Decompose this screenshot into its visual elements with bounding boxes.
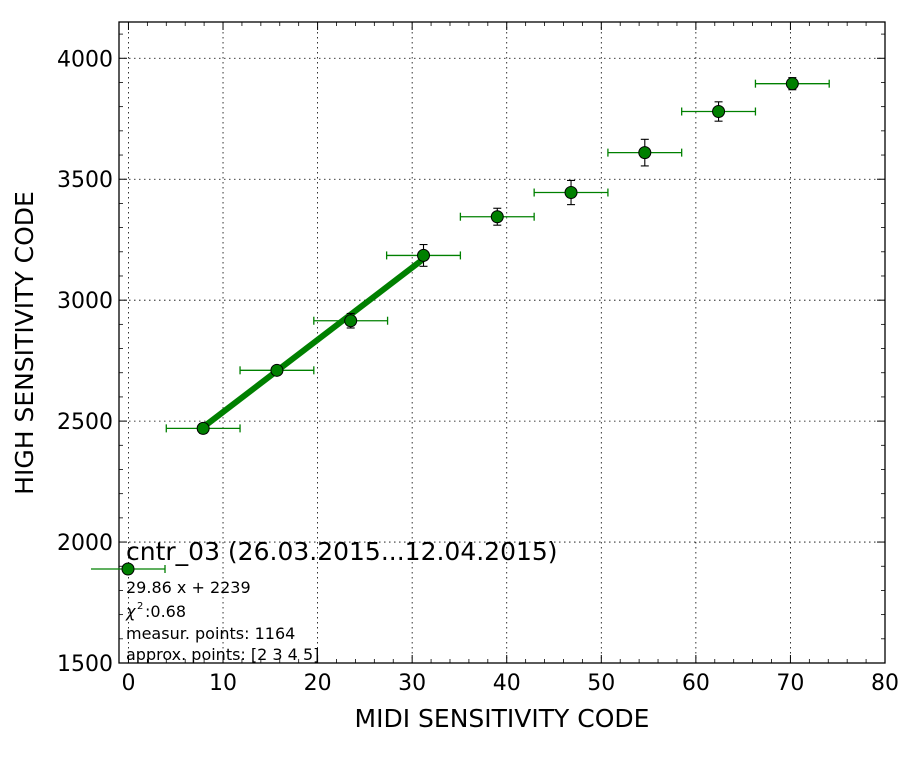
data-point: [344, 314, 358, 328]
y-axis-label: HIGH SENSITIVITY CODE: [10, 191, 39, 495]
y-tick-labels: 1500 2000 2500 3000 3500 4000: [57, 47, 113, 677]
y-tick-label: 3500: [57, 168, 113, 193]
y-tick-label: 1500: [57, 652, 113, 677]
fit-line: [201, 256, 426, 430]
data-point-group: [681, 101, 757, 122]
data-point: [785, 77, 799, 91]
data-point: [638, 146, 652, 160]
legend-approx-points: approx. points: [2 3 4 5]: [126, 645, 319, 664]
data-point-group: [754, 77, 830, 91]
data-point-group: [385, 243, 462, 267]
x-tick-labels: 0 10 20 30 40 50 60 70 80: [121, 671, 899, 696]
x-tick-label: 70: [776, 671, 804, 696]
data-point-group: [459, 207, 535, 226]
plot-background: [119, 22, 885, 663]
x-tick-label: 0: [121, 671, 135, 696]
data-point: [196, 421, 210, 435]
legend-chi-value: :0.68: [145, 602, 186, 621]
data-point-group: [165, 421, 241, 435]
y-tick-label: 2000: [57, 531, 113, 556]
data-point-group: [533, 179, 609, 206]
x-tick-label: 60: [682, 671, 710, 696]
x-tick-label: 30: [398, 671, 426, 696]
x-tick-label: 10: [209, 671, 237, 696]
data-point: [270, 363, 284, 377]
legend: cntr_03 (26.03.2015...12.04.2015) 29.86 …: [91, 537, 558, 664]
fit-layer: [201, 256, 426, 430]
x-tick-label: 20: [304, 671, 332, 696]
data-point: [490, 210, 504, 224]
x-tick-label: 80: [871, 671, 899, 696]
data-point-group: [607, 138, 683, 167]
x-axis-label: MIDI SENSITIVITY CODE: [355, 704, 650, 733]
minor-ticks: [119, 22, 886, 664]
x-tick-label: 40: [493, 671, 521, 696]
legend-marker: [121, 562, 135, 576]
legend-chi: χ: [125, 602, 136, 621]
data-point-group: [313, 312, 389, 329]
legend-measur-points: measur. points: 1164: [126, 624, 295, 643]
points-layer: [165, 77, 830, 435]
y-tick-label: 3000: [57, 289, 113, 314]
plot-frame: [118, 21, 886, 664]
data-point-group: [239, 363, 315, 377]
legend-title: cntr_03 (26.03.2015...12.04.2015): [126, 537, 558, 566]
data-point: [417, 248, 431, 262]
data-point: [712, 104, 726, 118]
data-point: [564, 186, 578, 200]
y-tick-label: 4000: [57, 47, 113, 72]
legend-chi-exponent: 2: [137, 601, 143, 612]
y-tick-label: 2500: [57, 410, 113, 435]
x-tick-label: 50: [587, 671, 615, 696]
legend-equation: 29.86 x + 2239: [126, 578, 251, 597]
